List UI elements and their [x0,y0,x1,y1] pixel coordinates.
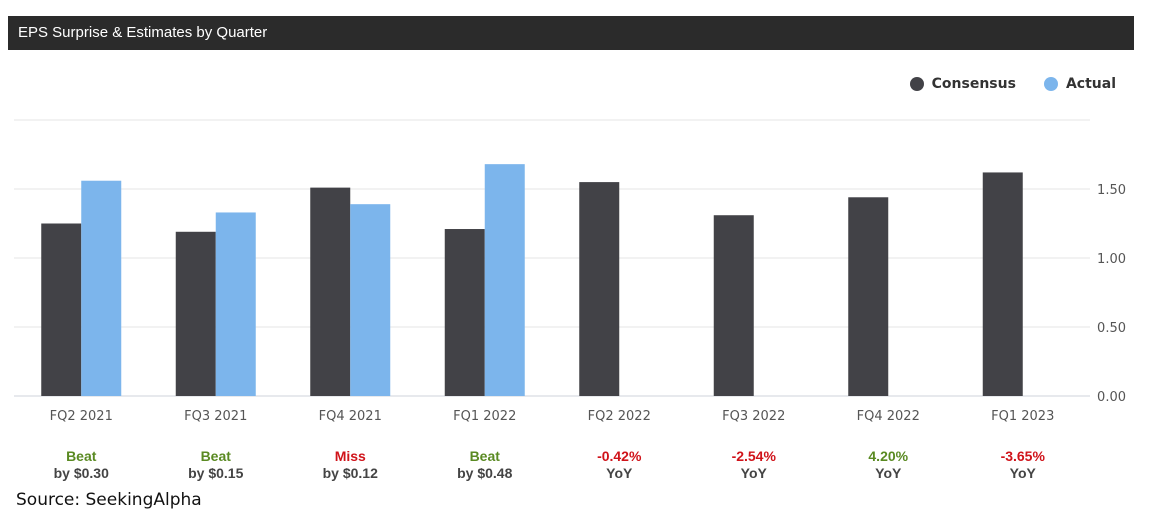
surprise-status: -2.54% [731,448,776,464]
surprise-annotation: -2.54% YoY [699,448,809,482]
surprise-detail: YoY [1009,465,1036,481]
bar-consensus [713,215,754,396]
x-tick-label: FQ2 2021 [50,409,113,424]
surprise-status: Miss [334,448,366,464]
surprise-detail: YoY [875,465,902,481]
surprise-annotation: Beat by $0.15 [161,448,271,482]
surprise-status: 4.20% [868,448,909,464]
bar-consensus [310,187,351,396]
surprise-detail: by $0.48 [457,465,513,481]
bar-consensus [982,172,1023,396]
bar-consensus [444,229,485,396]
bar-actual [81,180,122,396]
x-tick-label: FQ1 2022 [453,409,516,424]
legend: Consensus Actual [909,76,1116,92]
legend-label-actual: Actual [1065,76,1116,92]
chart-title-bar: EPS Surprise & Estimates by Quarter [8,16,1134,50]
legend-dot-actual [1043,77,1058,91]
chart-title: EPS Surprise & Estimates by Quarter [18,24,268,41]
surprise-detail: YoY [740,465,767,481]
bar-actual [215,212,256,396]
x-tick-label: FQ3 2021 [184,409,247,424]
legend-item-consensus[interactable]: Consensus [909,76,1016,92]
y-tick-label: 1.00 [1097,252,1126,267]
surprise-status: Beat [469,448,500,464]
surprise-detail: by $0.12 [322,465,378,481]
surprise-detail: by $0.30 [53,465,109,481]
surprise-annotation: Miss by $0.12 [295,448,405,482]
source-note: Source: SeekingAlpha [16,490,202,510]
surprise-detail: YoY [606,465,633,481]
surprise-status: -0.42% [597,448,642,464]
x-tick-label: FQ4 2022 [857,409,920,424]
bar-actual [484,164,525,396]
bar-consensus [175,231,216,396]
x-tick-label: FQ1 2023 [991,409,1054,424]
y-tick-label: 0.00 [1097,390,1126,405]
legend-label-consensus: Consensus [931,76,1016,92]
bar-consensus [848,197,889,396]
surprise-annotation: -3.65% YoY [968,448,1078,482]
surprise-detail: by $0.15 [188,465,244,481]
surprise-status: Beat [200,448,231,464]
legend-item-actual[interactable]: Actual [1043,76,1116,92]
legend-dot-consensus [909,77,924,91]
surprise-status: Beat [66,448,97,464]
x-tick-label: FQ2 2022 [588,409,651,424]
bar-consensus [579,182,620,396]
surprise-annotation: 4.20% YoY [833,448,943,482]
surprise-annotation: -0.42% YoY [564,448,674,482]
surprise-status: -3.65% [1000,448,1045,464]
surprise-annotation: Beat by $0.30 [26,448,136,482]
x-tick-label: FQ3 2022 [722,409,785,424]
bar-actual [350,204,391,396]
y-tick-label: 1.50 [1097,183,1126,198]
bar-consensus [41,223,82,396]
surprise-annotation: Beat by $0.48 [430,448,540,482]
y-tick-label: 0.50 [1097,321,1126,336]
x-tick-label: FQ4 2021 [319,409,382,424]
